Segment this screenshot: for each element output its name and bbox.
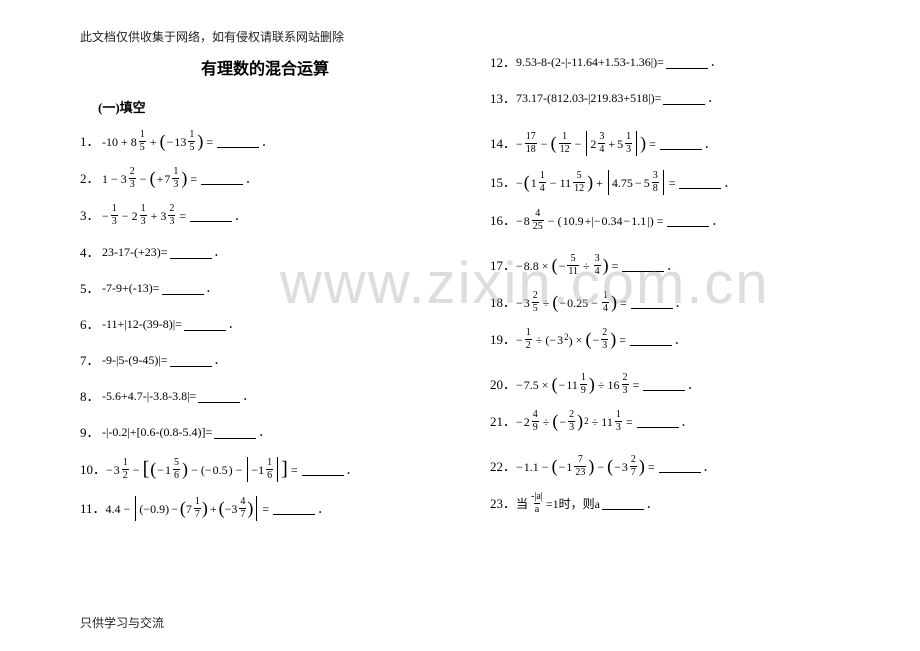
answer-blank	[643, 378, 685, 391]
columns: 有理数的混合运算 (一)填空 1． -10+ 815 +(− 1315 )= ．…	[80, 51, 860, 535]
section-heading: (一)填空	[98, 97, 450, 116]
left-column: 有理数的混合运算 (一)填空 1． -10+ 815 +(− 1315 )= ．…	[80, 51, 450, 535]
problem-18: 18． −325 ÷(−0.25 −14) = ．	[490, 291, 860, 314]
answer-blank	[198, 390, 240, 403]
problem-23: 23． 当 -|a|a =1时，则a ．	[490, 492, 860, 515]
problem-7: 7． -9-|5-(9-45)|= ．	[80, 349, 450, 371]
answer-blank	[214, 426, 256, 439]
problem-6: 6． -11+|12-(39-8)|= ．	[80, 313, 450, 335]
problem-20: 20． −7.5× (−1119) ÷1623 = ．	[490, 373, 860, 396]
answer-blank	[667, 214, 709, 227]
answer-blank	[663, 92, 705, 105]
problem-5: 5． -7-9+(-13)= ．	[80, 277, 450, 299]
problem-4: 4． 23-17-(+23)= ．	[80, 241, 450, 263]
answer-blank	[630, 333, 672, 346]
answer-blank	[273, 502, 315, 515]
answer-blank	[190, 209, 232, 222]
problem-13: 13． 73.17-(812.03-|219.83+518|)= ．	[490, 87, 860, 109]
answer-blank	[170, 354, 212, 367]
top-note: 此文档仅供收集于网络，如有侵权请联系网站删除	[80, 28, 860, 45]
problem-19: 19． −12 ÷(−32) ×(−23) = ．	[490, 328, 860, 351]
problem-1: 1． -10+ 815 +(− 1315 )= ．	[80, 130, 450, 153]
problem-3: 3． −13 − 213 + 323 = ．	[80, 204, 450, 227]
answer-blank	[602, 497, 644, 510]
problem-10: 10． −312 −[ (−156) −(−0.5) −−116 ]= ．	[80, 457, 450, 482]
answer-blank	[631, 296, 673, 309]
problem-9: 9． -|-0.2|+[0.6-(0.8-5.4)]= ．	[80, 421, 450, 443]
answer-blank	[201, 172, 243, 185]
answer-blank	[162, 282, 204, 295]
problem-number: 1．	[80, 135, 102, 148]
page-title: 有理数的混合运算	[80, 55, 450, 79]
problem-8: 8． -5.6+4.7-|-3.8-3.8|= ．	[80, 385, 450, 407]
problem-11: 11． 4.4− (−0.9) −(717) +(−347) = ．	[80, 496, 450, 521]
problem-expr: -10+ 815 +(− 1315 )=	[102, 130, 215, 153]
problem-12: 12． 9.53-8-(2-|-11.64+1.53-1.36|)= ．	[490, 51, 860, 73]
problem-22: 22． −1.1− (−1723) −(−327) = ．	[490, 455, 860, 478]
answer-blank	[659, 460, 701, 473]
problem-15: 15． −( 114 − 11512 )+ 4.75− 538 = ．	[490, 170, 860, 195]
answer-blank	[666, 56, 708, 69]
right-column: 12． 9.53-8-(2-|-11.64+1.53-1.36|)= ． 13．…	[490, 51, 860, 535]
problem-17: 17． −8.8× (−511 ÷34) = ．	[490, 254, 860, 277]
answer-blank	[217, 135, 259, 148]
answer-blank	[637, 415, 679, 428]
problem-16: 16． −8425 −(10.9+|−0.34−1.1|) = ．	[490, 209, 860, 232]
problem-14: 14． −1718 −( 112 − 234 + 513 )= ．	[490, 131, 860, 156]
answer-blank	[184, 318, 226, 331]
page: 此文档仅供收集于网络，如有侵权请联系网站删除 有理数的混合运算 (一)填空 1．…	[0, 0, 920, 535]
answer-blank	[170, 246, 212, 259]
answer-blank	[679, 176, 721, 189]
problem-2: 2． 1− 323 −(+ 713 )= ．	[80, 167, 450, 190]
answer-blank	[622, 259, 664, 272]
answer-blank	[302, 463, 344, 476]
footer-note: 只供学习与交流	[80, 614, 164, 631]
answer-blank	[660, 137, 702, 150]
problem-21: 21． −249 ÷(−23)2 ÷1113 = ．	[490, 410, 860, 433]
